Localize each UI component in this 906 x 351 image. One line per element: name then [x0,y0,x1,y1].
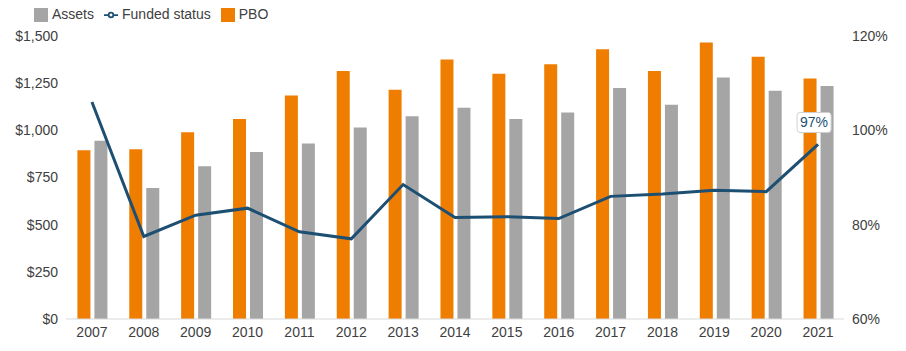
svg-text:2014: 2014 [439,324,470,340]
svg-text:2012: 2012 [336,324,367,340]
svg-text:$250: $250 [27,264,58,280]
svg-text:2009: 2009 [180,324,211,340]
svg-text:2017: 2017 [595,324,626,340]
svg-text:$750: $750 [27,169,58,185]
svg-text:2021: 2021 [802,324,833,340]
svg-text:2016: 2016 [543,324,574,340]
svg-text:2010: 2010 [232,324,263,340]
svg-text:60%: 60% [852,311,880,327]
svg-text:2020: 2020 [751,324,782,340]
svg-text:2015: 2015 [491,324,522,340]
svg-text:2018: 2018 [647,324,678,340]
svg-text:$1,000: $1,000 [15,122,58,138]
html-text:Assets: Assets [52,6,94,22]
svg-text:120%: 120% [852,28,888,44]
svg-text:$1,500: $1,500 [15,28,58,44]
svg-text:80%: 80% [852,217,880,233]
svg-text:2011: 2011 [284,324,314,340]
svg-text:97%: 97% [800,114,828,130]
svg-text:2008: 2008 [128,324,159,340]
html-text:PBO: PBO [238,6,269,22]
svg-text:100%: 100% [852,122,888,138]
svg-text:2007: 2007 [76,324,107,340]
html-text:Funded status: Funded status [122,6,211,22]
svg-text:2013: 2013 [388,324,419,340]
svg-text:2019: 2019 [699,324,730,340]
svg-text:$1,250: $1,250 [15,75,58,91]
svg-text:$500: $500 [27,217,58,233]
svg-text:$0: $0 [42,311,58,327]
